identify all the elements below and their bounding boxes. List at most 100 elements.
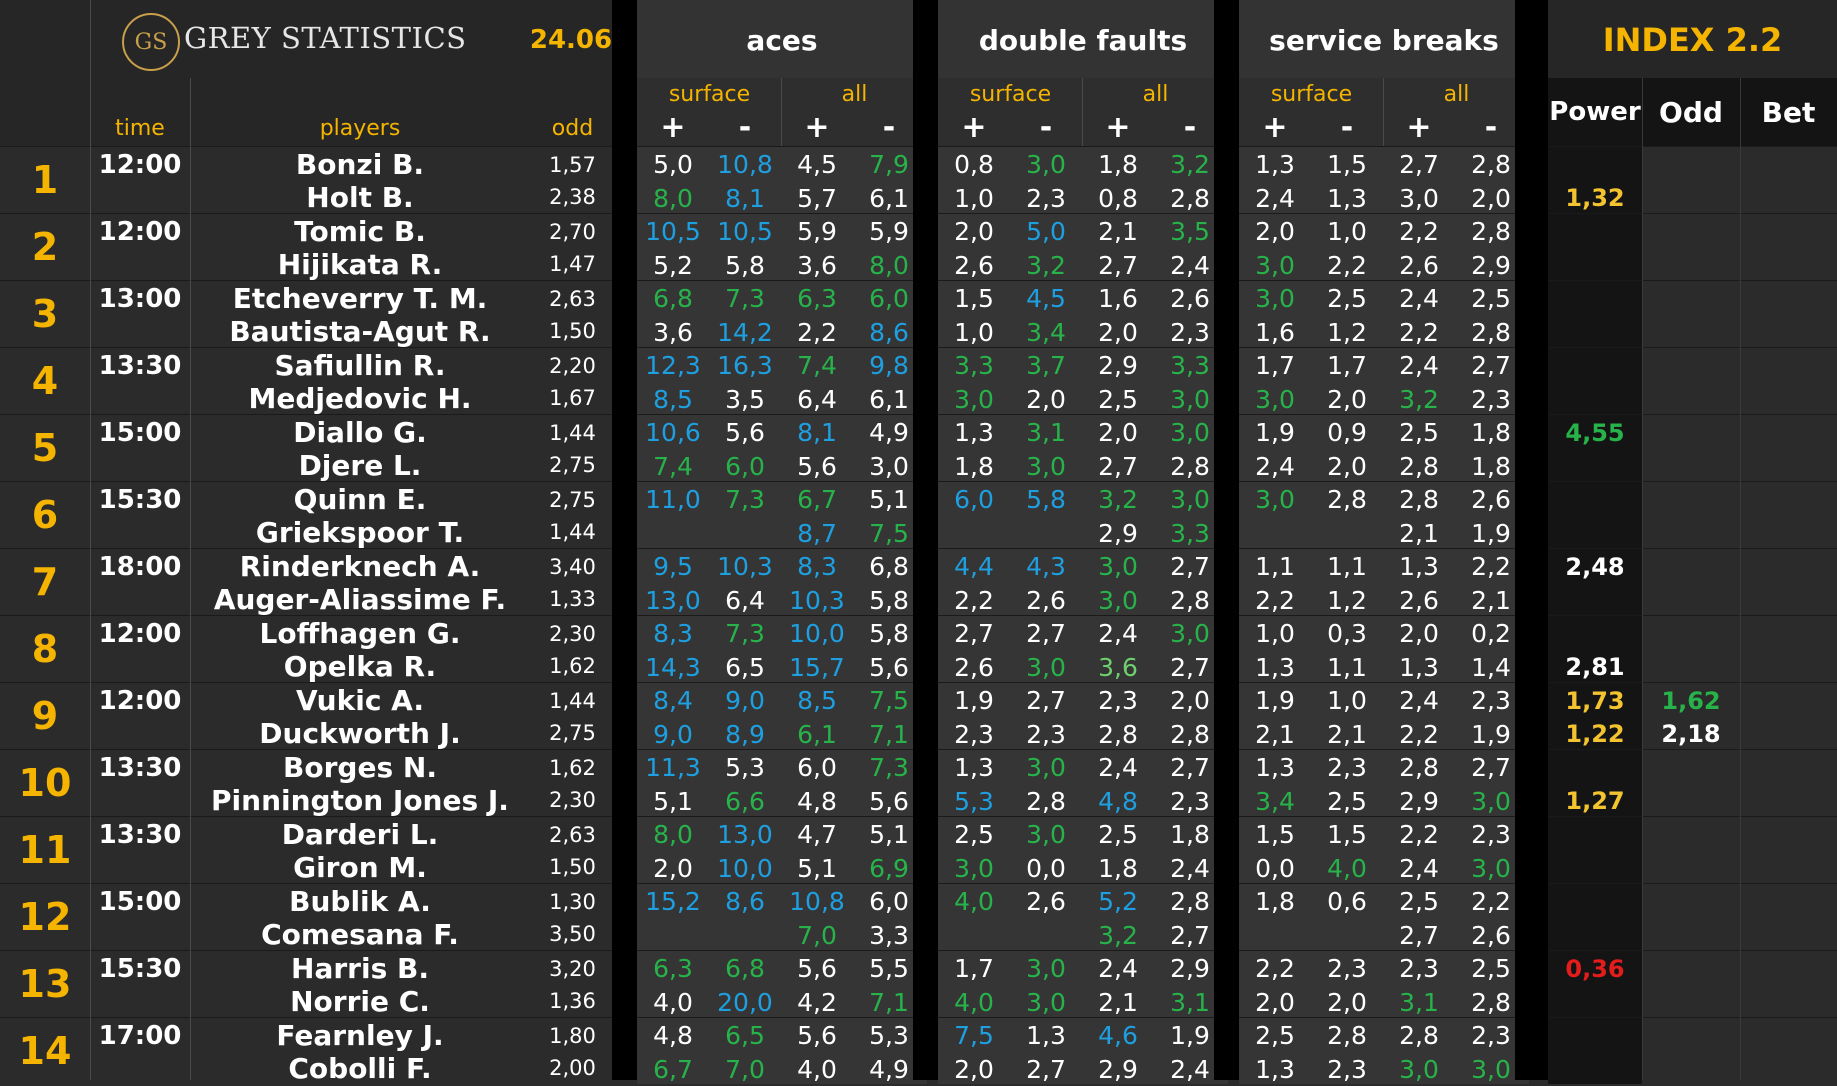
stat-value: 2,2 <box>1383 718 1455 752</box>
stat-value: 2,0 <box>1082 416 1154 450</box>
stat-value: 7,4 <box>781 349 853 383</box>
player-name: Rinderknech A. <box>190 550 530 584</box>
stat-value: 2,5 <box>1383 885 1455 919</box>
stat-value: 2,7 <box>1082 450 1154 484</box>
stat-value: 1,2 <box>1311 584 1383 618</box>
stat-value: 2,2 <box>938 584 1010 618</box>
stat-value: 9,0 <box>637 718 709 752</box>
stat-value: 4,0 <box>938 885 1010 919</box>
stat-value <box>938 517 1010 551</box>
stat-value: 4,5 <box>1010 282 1082 316</box>
stat-value: 5,6 <box>709 416 781 450</box>
column-gutter <box>913 0 938 1080</box>
column-gutter <box>1214 0 1239 1080</box>
stat-value: 6,5 <box>709 651 781 685</box>
stat-value: 2,5 <box>1082 818 1154 852</box>
column-divider <box>1740 78 1741 1080</box>
stat-value: 1,3 <box>1311 182 1383 216</box>
stat-value: 2,3 <box>1082 684 1154 718</box>
sub-surface-label: surface <box>637 78 782 110</box>
stat-value: 2,0 <box>1010 383 1082 417</box>
stat-value: 7,3 <box>709 282 781 316</box>
stat-value: 2,2 <box>1239 952 1311 986</box>
player-name: Duckworth J. <box>190 717 530 751</box>
stat-value: 0,3 <box>1311 617 1383 651</box>
stat-value: 2,1 <box>1239 718 1311 752</box>
player-odd: 2,30 <box>535 617 610 651</box>
row-power-bg <box>1548 1017 1642 1084</box>
player-name: Harris B. <box>190 952 530 986</box>
player-name: Medjedovic H. <box>190 382 530 416</box>
plus-label: + <box>1399 110 1439 144</box>
stat-value: 3,2 <box>1082 483 1154 517</box>
stat-value: 2,2 <box>1239 584 1311 618</box>
stat-value: 2,6 <box>1010 584 1082 618</box>
stat-value: 2,9 <box>1082 1053 1154 1086</box>
stat-value: 8,1 <box>781 416 853 450</box>
stat-value: 2,4 <box>1082 952 1154 986</box>
stat-value: 4,0 <box>938 986 1010 1020</box>
stat-value: 2,6 <box>938 651 1010 685</box>
stat-value: 3,5 <box>709 383 781 417</box>
stat-value: 20,0 <box>709 986 781 1020</box>
stat-value: 7,5 <box>938 1019 1010 1053</box>
stat-value: 13,0 <box>709 818 781 852</box>
player-name: Holt B. <box>190 181 530 215</box>
stat-value: 15,7 <box>781 651 853 685</box>
stat-value: 2,4 <box>1383 852 1455 886</box>
column-divider <box>1642 78 1643 1080</box>
power-value: 1,22 <box>1548 718 1642 752</box>
stat-value: 3,6 <box>637 316 709 350</box>
date-label: 24.06 <box>530 12 612 68</box>
match-number: 1 <box>0 146 90 213</box>
stat-value: 8,7 <box>781 517 853 551</box>
plus-label: + <box>954 110 994 144</box>
player-odd: 2,20 <box>535 349 610 383</box>
stat-value: 2,7 <box>938 617 1010 651</box>
stat-value: 0,9 <box>1311 416 1383 450</box>
player-name: Vukic A. <box>190 684 530 718</box>
player-name: Darderi L. <box>190 818 530 852</box>
player-odd: 2,63 <box>535 282 610 316</box>
stat-value: 7,0 <box>781 919 853 953</box>
player-odd: 2,30 <box>535 784 610 818</box>
stat-value: 3,0 <box>1082 584 1154 618</box>
player-odd: 1,44 <box>535 516 610 550</box>
match-number: 3 <box>0 280 90 347</box>
stat-group-title: aces <box>637 12 927 68</box>
stat-value: 2,7 <box>1010 684 1082 718</box>
player-odd: 1,57 <box>535 148 610 182</box>
player-odd: 3,50 <box>535 918 610 952</box>
player-name: Fearnley J. <box>190 1019 530 1053</box>
match-time: 15:00 <box>90 885 190 919</box>
stat-value: 5,0 <box>637 148 709 182</box>
stat-value: 2,8 <box>1383 450 1455 484</box>
stat-value <box>1311 517 1383 551</box>
stat-value: 2,8 <box>1010 785 1082 819</box>
match-number: 12 <box>0 883 90 950</box>
stat-value: 2,4 <box>1383 282 1455 316</box>
player-odd: 2,75 <box>535 449 610 483</box>
power-value: 1,73 <box>1548 684 1642 718</box>
stat-value: 3,0 <box>1239 249 1311 283</box>
stat-value: 1,3 <box>938 416 1010 450</box>
stat-value: 2,0 <box>1311 986 1383 1020</box>
player-name: Etcheverry T. M. <box>190 282 530 316</box>
stat-value <box>637 517 709 551</box>
stat-value: 4,5 <box>781 148 853 182</box>
stat-value: 2,3 <box>1383 952 1455 986</box>
stat-value <box>938 919 1010 953</box>
stat-value: 2,1 <box>1082 215 1154 249</box>
stat-value: 3,0 <box>1010 751 1082 785</box>
stat-value: 5,8 <box>709 249 781 283</box>
stat-value: 2,0 <box>1311 383 1383 417</box>
match-number: 14 <box>0 1017 90 1084</box>
player-name: Comesana F. <box>190 918 530 952</box>
stat-value: 6,0 <box>709 450 781 484</box>
stat-value: 5,3 <box>938 785 1010 819</box>
match-time: 12:00 <box>90 148 190 182</box>
stat-value <box>709 919 781 953</box>
minus-label: - <box>869 110 909 144</box>
stat-value: 1,3 <box>1383 550 1455 584</box>
stat-value: 3,0 <box>1239 483 1311 517</box>
